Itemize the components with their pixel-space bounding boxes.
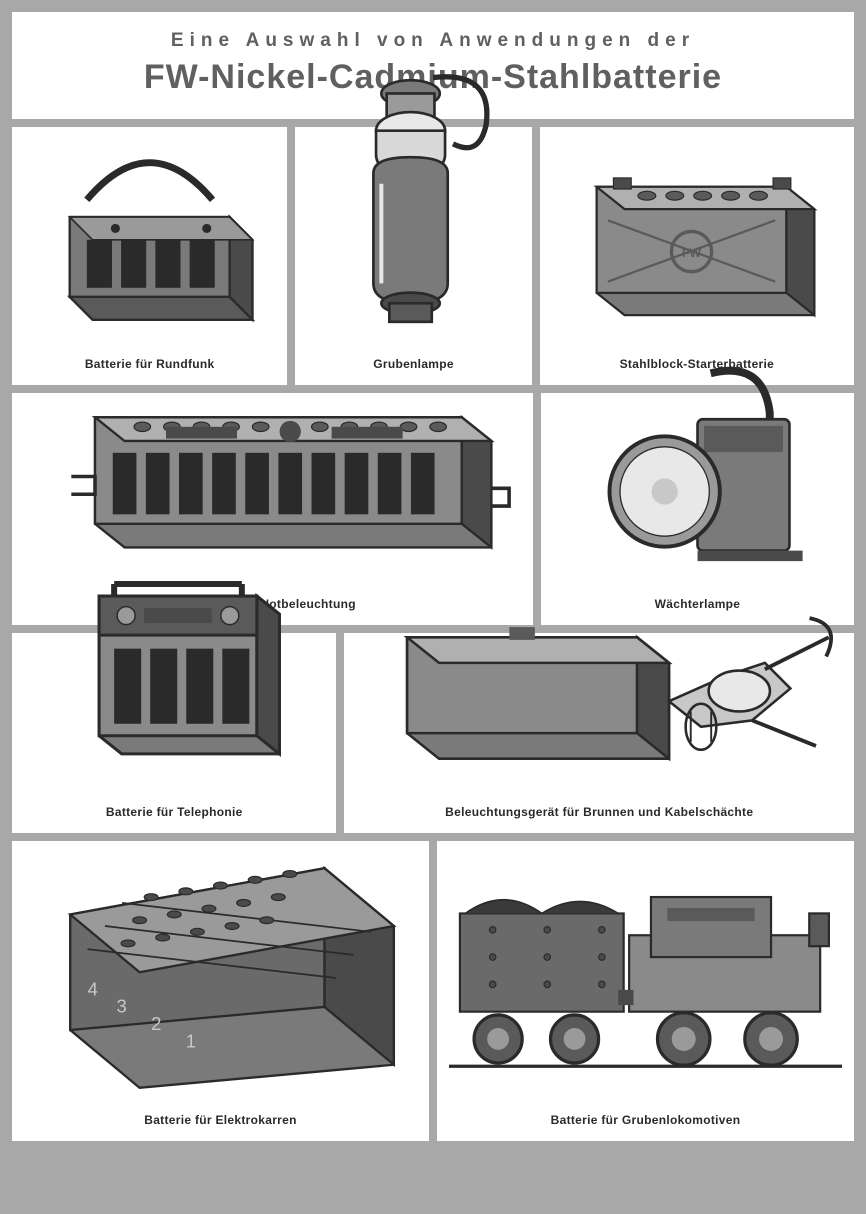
caption: Beleuchtungsgerät für Brunnen und Kabels… [445,805,753,819]
caption: Batterie für Grubenlokomotiven [551,1113,741,1127]
page: Eine Auswahl von Anwendungen der FW-Nick… [12,12,854,1202]
cell-radio-battery: Batterie für Rundfunk [12,127,287,385]
caption: Batterie für Elektrokarren [144,1113,297,1127]
cell-well-lighting: Beleuchtungsgerät für Brunnen und Kabels… [344,633,854,833]
illustration [20,129,279,351]
svg-text:3: 3 [116,995,126,1016]
illustration: FW [548,123,846,351]
cell-telephony-battery: Batterie für Telephonie [12,633,336,833]
illustration [303,43,523,351]
grid-row: 4 3 2 1 Batterie für Elektrokarren [12,841,854,1141]
svg-text:4: 4 [88,978,98,999]
illustration: 4 3 2 1 [20,814,421,1107]
cell-mine-locomotive: Batterie für Grubenlokomotiven [437,841,854,1141]
product-grid: Batterie für Rundfunk [12,127,854,1141]
cell-electric-cart-battery: 4 3 2 1 Batterie für Elektrokarren [12,841,429,1141]
illustration [549,339,846,591]
illustration [352,591,846,799]
illustration [445,829,846,1107]
cell-mining-lamp: Grubenlampe [295,127,531,385]
illustration [20,543,328,799]
grid-row: Batterie für Telephonie [12,633,854,833]
svg-text:2: 2 [151,1013,161,1034]
svg-text:FW: FW [682,246,701,260]
svg-text:1: 1 [186,1030,196,1051]
cell-guard-lamp: Wächterlampe [541,393,854,625]
